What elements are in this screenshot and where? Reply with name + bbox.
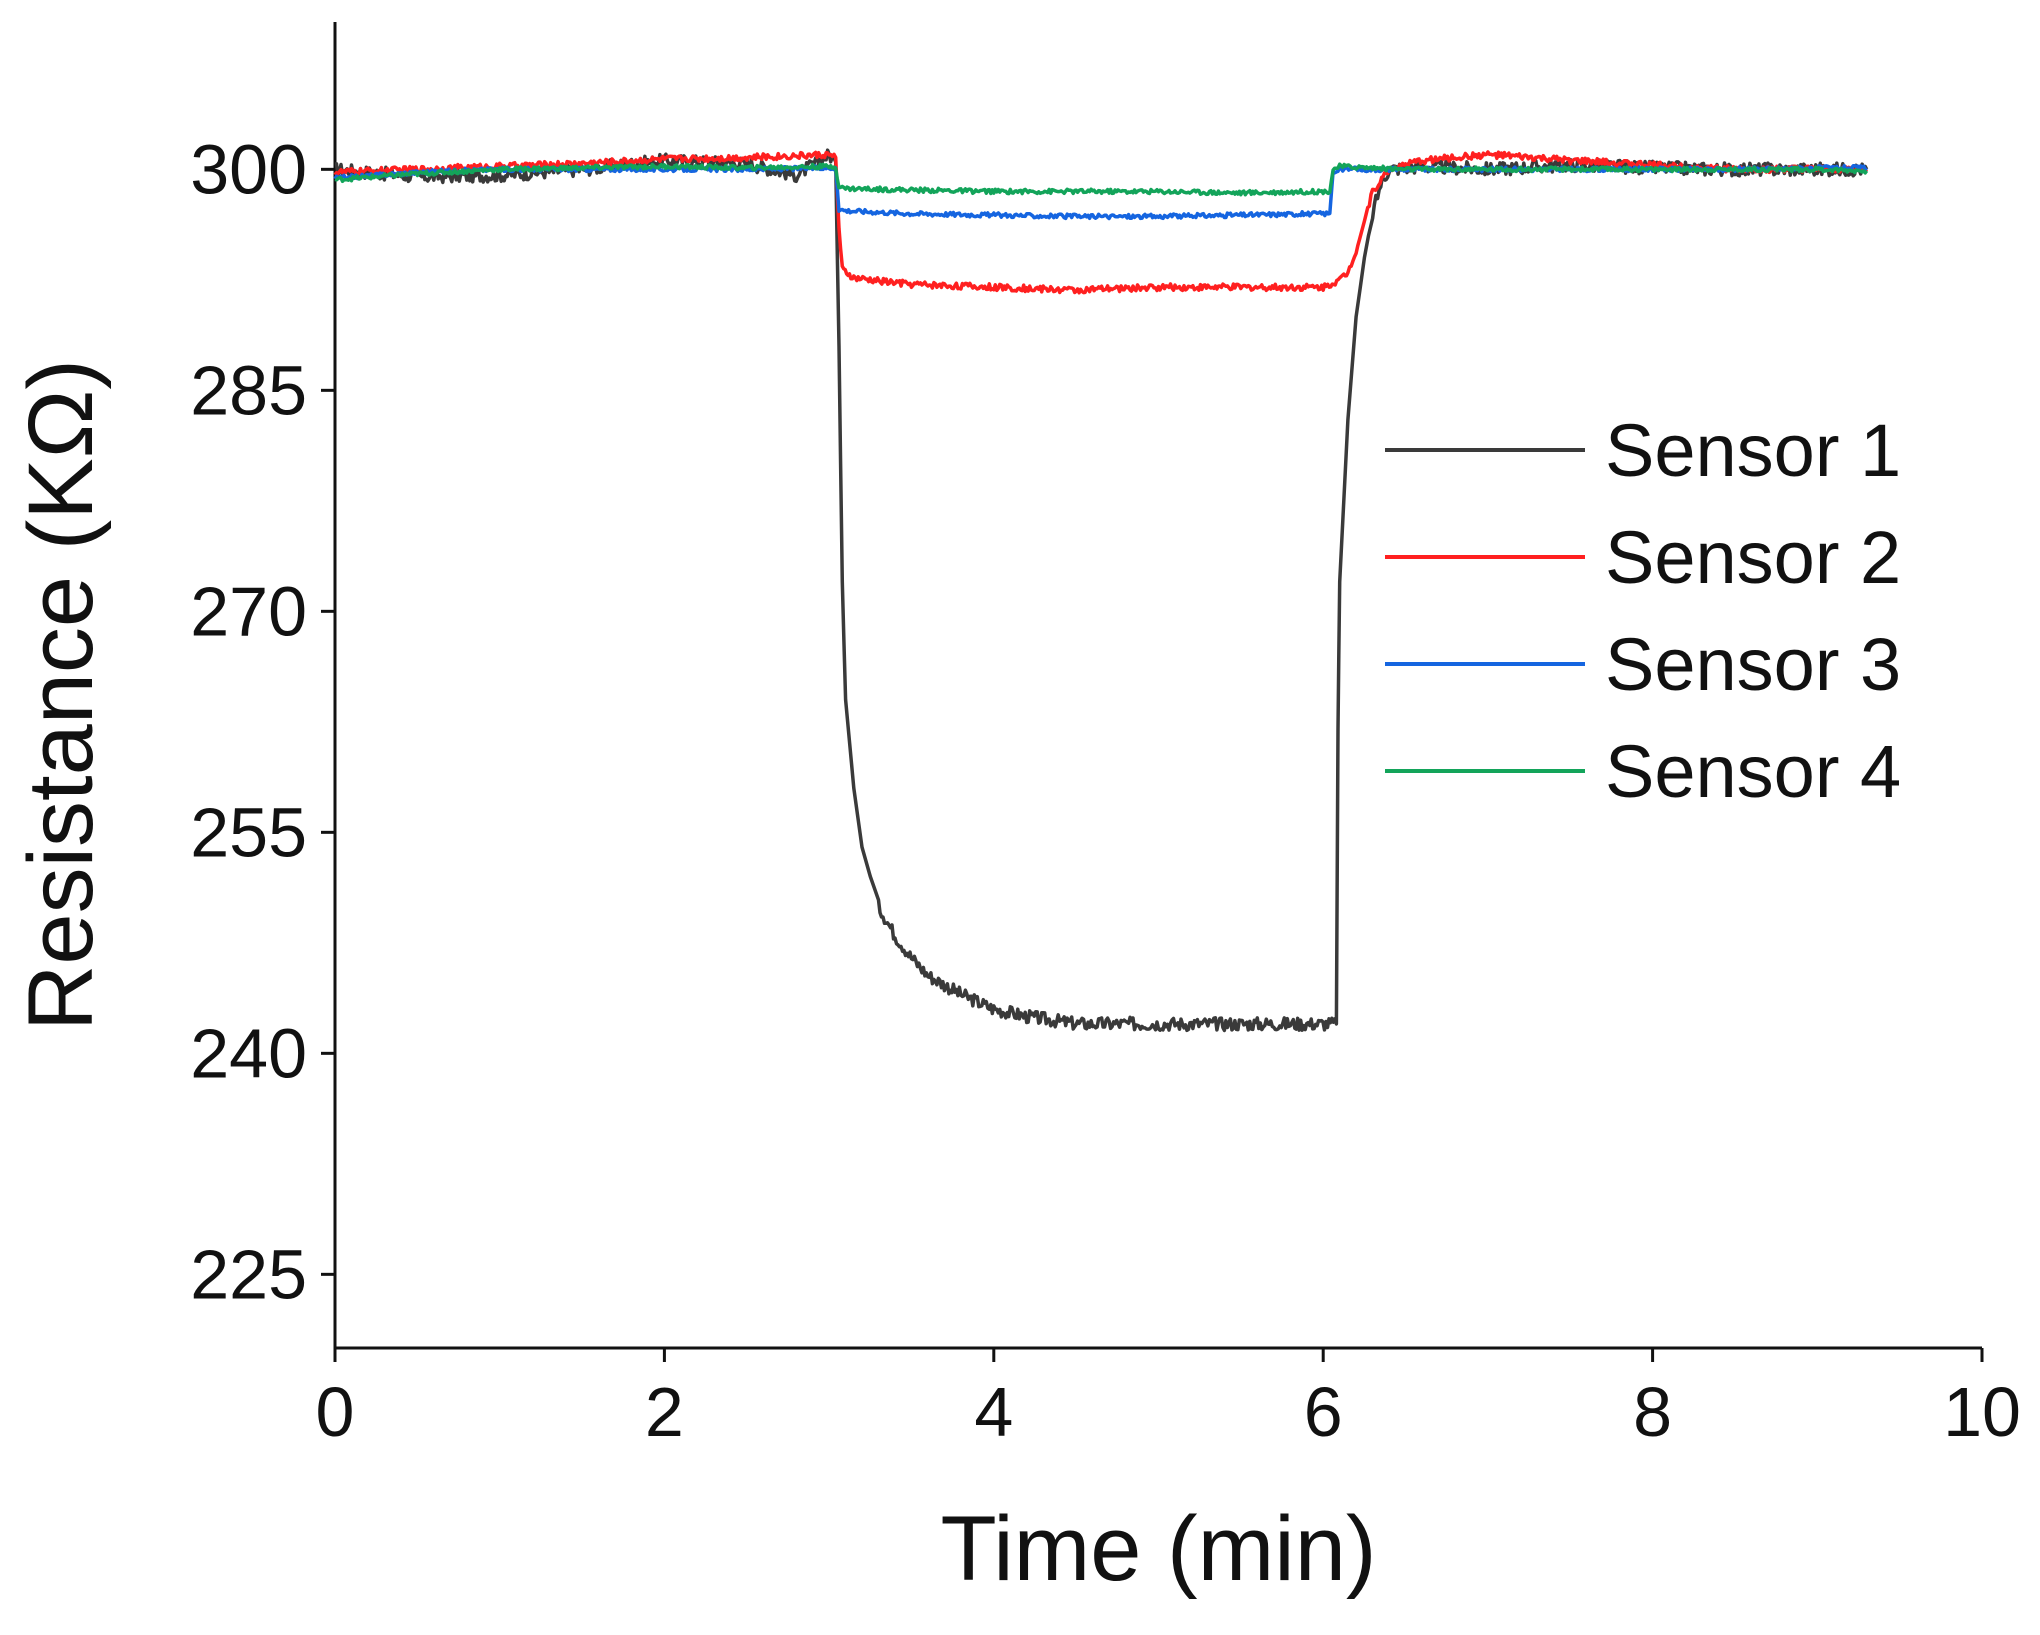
y-tick-label: 300 xyxy=(190,130,307,208)
y-tick-label: 225 xyxy=(190,1235,307,1313)
x-tick-label: 6 xyxy=(1304,1373,1343,1451)
legend-label: Sensor 4 xyxy=(1605,730,1901,813)
legend-label: Sensor 3 xyxy=(1605,623,1901,706)
x-tick-label: 10 xyxy=(1943,1373,2021,1451)
y-axis-title: Resistance (KΩ) xyxy=(10,359,112,1031)
x-axis-title: Time (min) xyxy=(940,1498,1376,1600)
y-tick-label: 270 xyxy=(190,572,307,650)
x-tick-label: 8 xyxy=(1633,1373,1672,1451)
legend-label: Sensor 2 xyxy=(1605,516,1901,599)
x-tick-label: 4 xyxy=(974,1373,1013,1451)
axes xyxy=(333,22,1982,1350)
y-tick-label: 285 xyxy=(190,351,307,429)
legend: Sensor 1 Sensor 2 Sensor 3 Sensor 4 xyxy=(1385,409,1901,813)
y-tick-label: 255 xyxy=(190,793,307,871)
series-layer xyxy=(333,148,1869,1033)
x-axis-ticks: 0 2 4 6 8 10 xyxy=(316,1348,2021,1451)
legend-label: Sensor 1 xyxy=(1605,409,1901,492)
x-tick-label: 0 xyxy=(316,1373,355,1451)
series-line-2 xyxy=(333,150,1869,295)
y-axis-ticks: 225 240 255 270 285 300 xyxy=(190,130,335,1313)
y-tick-label: 240 xyxy=(190,1014,307,1092)
x-tick-label: 2 xyxy=(645,1373,684,1451)
series-line-4 xyxy=(334,162,1869,197)
